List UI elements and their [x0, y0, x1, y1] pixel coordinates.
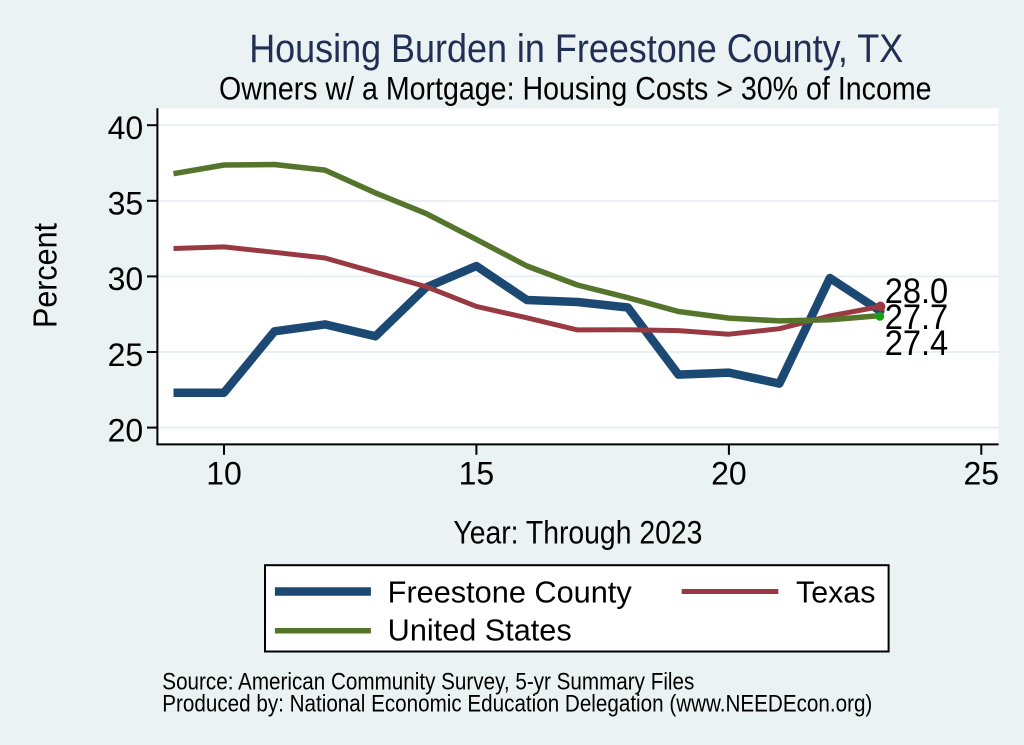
svg-text:Texas: Texas: [796, 577, 875, 610]
svg-text:30: 30: [108, 261, 144, 297]
svg-text:27.7: 27.7: [885, 298, 949, 337]
svg-text:Freestone County: Freestone County: [388, 577, 633, 610]
svg-text:20: 20: [711, 456, 747, 492]
svg-text:United States: United States: [388, 615, 572, 648]
svg-text:25: 25: [108, 337, 144, 373]
svg-text:28.0: 28.0: [885, 272, 949, 311]
svg-text:15: 15: [459, 456, 495, 492]
svg-text:Housing Burden in Freestone Co: Housing Burden in Freestone County, TX: [249, 27, 903, 71]
svg-text:Year: Through 2023: Year: Through 2023: [453, 515, 702, 551]
svg-text:35: 35: [108, 186, 144, 222]
svg-text:27.4: 27.4: [885, 324, 949, 363]
svg-text:Source: American Community Sur: Source: American Community Survey, 5-yr …: [162, 670, 694, 696]
svg-text:Produced by: National Economic: Produced by: National Economic Education…: [162, 692, 872, 718]
svg-text:25: 25: [964, 456, 1000, 492]
svg-text:10: 10: [206, 456, 242, 492]
svg-text:20: 20: [108, 412, 144, 448]
svg-text:Percent: Percent: [27, 223, 64, 328]
svg-text:Owners w/ a Mortgage: Housing: Owners w/ a Mortgage: Housing Costs > 30…: [219, 71, 932, 107]
svg-text:40: 40: [108, 110, 144, 146]
